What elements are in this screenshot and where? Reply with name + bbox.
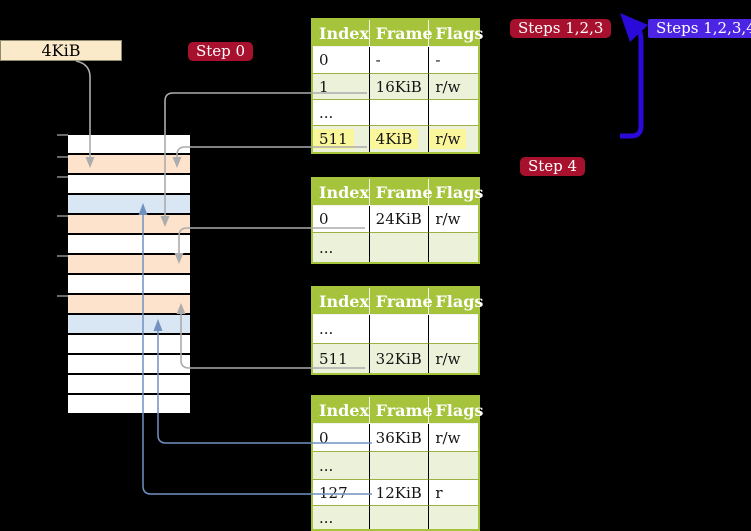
page-table-4: Index Frame Flags 0 36KiB r/w... 127 12KiB r... bbox=[311, 395, 483, 531]
table-cell: ... bbox=[313, 99, 370, 125]
table-cell: 127 bbox=[313, 479, 370, 505]
step0-badge: Step 0 bbox=[188, 42, 254, 61]
column-header: Index bbox=[313, 288, 370, 315]
table-cell: 511 bbox=[313, 343, 370, 373]
memory-frame-row bbox=[68, 175, 190, 193]
table-cell: r/w bbox=[429, 343, 478, 373]
table-row: ... bbox=[313, 315, 478, 343]
table-cell: 12KiB bbox=[369, 479, 430, 505]
table-cell: ... bbox=[313, 451, 370, 479]
memory-frame-row bbox=[68, 275, 190, 293]
column-header: Flags bbox=[429, 397, 483, 424]
table-row: 511 4KiB r/w bbox=[313, 125, 478, 152]
column-header: Frame bbox=[369, 20, 433, 47]
table-cell: r/w bbox=[429, 206, 478, 232]
table-row: ... bbox=[313, 232, 478, 262]
table-cell: r/w bbox=[429, 424, 478, 451]
table-cell: 0 bbox=[313, 47, 370, 73]
column-header: Flags bbox=[429, 288, 483, 315]
memory-frame-row bbox=[68, 295, 190, 313]
memory-frame-row bbox=[68, 355, 190, 373]
column-header: Flags bbox=[429, 20, 483, 47]
table-row: 1 16KiB r/w bbox=[313, 73, 478, 99]
column-header: Frame bbox=[369, 288, 433, 315]
table-cell: 32KiB bbox=[369, 343, 430, 373]
table-cell: 24KiB bbox=[369, 206, 430, 232]
highlighted-value: r/w bbox=[429, 129, 467, 149]
table-row: ... bbox=[313, 451, 478, 479]
steps1234-badge: Steps 1,2,3,4 bbox=[648, 19, 751, 38]
table-cell bbox=[369, 99, 430, 125]
highlighted-value: 511 bbox=[313, 129, 354, 149]
table-cell: 511 bbox=[313, 125, 370, 152]
table-cell: 4KiB bbox=[369, 125, 430, 152]
memory-frame-row bbox=[68, 375, 190, 393]
table-row: 511 32KiB r/w bbox=[313, 343, 478, 373]
steps-cycle-arrow bbox=[620, 13, 648, 139]
table-cell bbox=[429, 99, 478, 125]
table-cell bbox=[369, 315, 430, 343]
column-header: Index bbox=[313, 397, 370, 424]
memory-frame-row bbox=[68, 135, 190, 153]
table-cell bbox=[369, 505, 430, 529]
memory-frame-row bbox=[68, 195, 190, 213]
table-row: ... bbox=[313, 505, 478, 529]
steps123-badge: Steps 1,2,3 bbox=[510, 19, 612, 38]
physical-memory-strip bbox=[68, 135, 190, 415]
table-cell: - bbox=[429, 47, 478, 73]
table-cell: 16KiB bbox=[369, 73, 430, 99]
table-cell bbox=[429, 505, 478, 529]
table-cell: 0 bbox=[313, 424, 370, 451]
table-cell bbox=[429, 451, 478, 479]
table-row: 0 36KiB r/w bbox=[313, 424, 478, 451]
table-row: ... bbox=[313, 99, 478, 125]
memory-frame-row bbox=[68, 335, 190, 353]
table-cell bbox=[369, 232, 430, 262]
table-row: 0-- bbox=[313, 47, 478, 73]
highlighted-value: 4KiB bbox=[369, 129, 419, 149]
memory-frame-row bbox=[68, 155, 190, 173]
table-cell bbox=[369, 451, 430, 479]
table-cell: ... bbox=[313, 315, 370, 343]
table-cell bbox=[429, 232, 478, 262]
memory-tick-marks bbox=[57, 134, 68, 297]
table-cell bbox=[429, 315, 478, 343]
table-cell: ... bbox=[313, 232, 370, 262]
step4-badge: Step 4 bbox=[520, 157, 586, 176]
table-cell: r/w bbox=[429, 125, 478, 152]
page-table-1: Index Frame Flags 0- -1 16KiB r/w... 511 4KiB r/w bbox=[311, 18, 483, 154]
table-cell: 36KiB bbox=[369, 424, 430, 451]
memory-frame-row bbox=[68, 395, 190, 413]
column-header: Frame bbox=[369, 179, 433, 206]
memory-frame-row bbox=[68, 235, 190, 253]
memory-frame-row bbox=[68, 215, 190, 233]
column-header: Frame bbox=[369, 397, 433, 424]
table-row: 0 24KiB r/w bbox=[313, 206, 478, 232]
memory-frame-row bbox=[68, 315, 190, 333]
table-cell: 0 bbox=[313, 206, 370, 232]
column-header: Index bbox=[313, 20, 370, 47]
page-table-2: Index Frame Flags 0 24KiB r/w... bbox=[311, 177, 483, 264]
table-cell: 1 bbox=[313, 73, 370, 99]
frame-size-label: 4KiB bbox=[0, 40, 122, 61]
table-cell: r bbox=[429, 479, 478, 505]
memory-frame-row bbox=[68, 255, 190, 273]
table-cell: ... bbox=[313, 505, 370, 529]
page-table-3: Index Frame Flags... 511 32KiB r/w bbox=[311, 286, 483, 375]
table-cell: r/w bbox=[429, 73, 478, 99]
table-cell: - bbox=[369, 47, 430, 73]
column-header: Flags bbox=[429, 179, 483, 206]
column-header: Index bbox=[313, 179, 370, 206]
table-row: 127 12KiB r bbox=[313, 479, 478, 505]
